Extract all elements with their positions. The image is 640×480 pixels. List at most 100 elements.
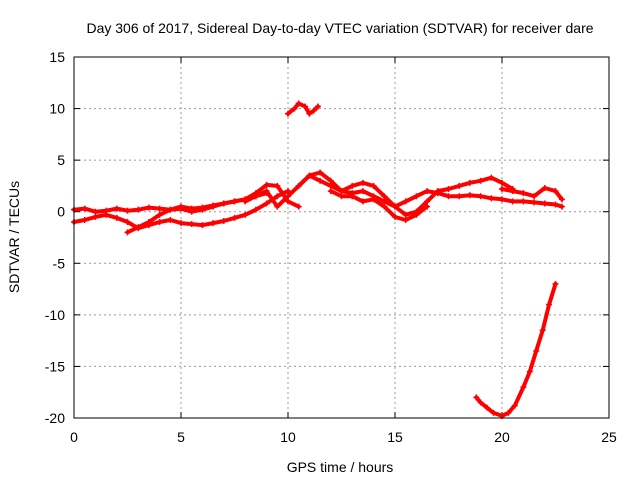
data-point bbox=[402, 198, 409, 205]
data-point bbox=[509, 198, 516, 205]
data-point bbox=[263, 181, 270, 188]
y-tick-label: -15 bbox=[45, 358, 65, 374]
data-point bbox=[488, 174, 495, 181]
data-point bbox=[434, 188, 441, 195]
data-point bbox=[274, 193, 281, 200]
data-point bbox=[92, 213, 99, 220]
data-point bbox=[178, 220, 184, 227]
data-point bbox=[167, 216, 174, 223]
data-point bbox=[531, 199, 538, 206]
data-point bbox=[505, 409, 512, 416]
data-point bbox=[477, 399, 484, 406]
data-point bbox=[499, 186, 505, 193]
data-point bbox=[210, 220, 217, 227]
data-point bbox=[220, 200, 227, 207]
data-point bbox=[552, 201, 559, 208]
data-point bbox=[220, 217, 227, 224]
data-point bbox=[252, 193, 259, 200]
data-point bbox=[477, 193, 484, 200]
data-point bbox=[263, 200, 270, 207]
y-tick-label: 5 bbox=[57, 152, 65, 168]
y-tick-label: 10 bbox=[49, 101, 65, 117]
data-point bbox=[156, 211, 163, 218]
grid bbox=[74, 57, 609, 418]
data-point bbox=[285, 110, 291, 117]
data-point bbox=[558, 196, 565, 203]
data-point bbox=[511, 402, 518, 409]
y-tick-label: 15 bbox=[49, 49, 65, 65]
data-point bbox=[466, 179, 473, 186]
x-tick-label: 5 bbox=[177, 429, 185, 445]
data-point bbox=[156, 219, 163, 226]
x-tick-label: 20 bbox=[494, 429, 510, 445]
data-point bbox=[327, 177, 334, 184]
data-point bbox=[526, 368, 533, 375]
data-point bbox=[103, 211, 110, 218]
data-point bbox=[285, 198, 291, 205]
series-line-arc-i bbox=[474, 281, 558, 418]
data-point bbox=[381, 203, 388, 210]
data-point bbox=[520, 384, 527, 391]
chart-title: Day 306 of 2017, Sidereal Day-to-day VTE… bbox=[86, 20, 593, 36]
data-point bbox=[81, 216, 88, 223]
data-point bbox=[124, 229, 131, 236]
data-point bbox=[546, 301, 553, 308]
data-point bbox=[490, 409, 497, 416]
data-point bbox=[552, 280, 559, 287]
x-tick-label: 0 bbox=[70, 429, 78, 445]
data-point bbox=[199, 222, 206, 229]
data-point bbox=[327, 182, 334, 189]
data-point bbox=[156, 205, 163, 212]
data-point bbox=[210, 203, 217, 210]
y-tick-label: -5 bbox=[53, 255, 66, 271]
data-marks bbox=[71, 100, 565, 419]
data-point bbox=[402, 216, 409, 223]
data-point bbox=[263, 188, 270, 195]
y-tick-label: -20 bbox=[45, 410, 65, 426]
data-point bbox=[533, 347, 540, 354]
data-point bbox=[295, 182, 302, 189]
data-point bbox=[113, 214, 120, 221]
series-line-arc-f bbox=[328, 189, 430, 222]
y-tick-label: 0 bbox=[57, 204, 65, 220]
data-point bbox=[145, 219, 152, 226]
data-point bbox=[274, 182, 281, 189]
data-point bbox=[178, 205, 184, 212]
data-point bbox=[145, 204, 152, 211]
data-point bbox=[252, 206, 259, 213]
data-point bbox=[295, 203, 302, 210]
data-point bbox=[456, 193, 463, 200]
data-point bbox=[381, 198, 388, 205]
x-tick-label: 15 bbox=[387, 429, 403, 445]
data-point bbox=[306, 172, 313, 179]
data-point bbox=[413, 193, 420, 200]
plot-frame bbox=[73, 56, 610, 419]
data-point bbox=[424, 198, 431, 205]
data-point bbox=[338, 193, 345, 200]
data-point bbox=[317, 169, 324, 176]
data-point bbox=[413, 211, 420, 218]
data-point bbox=[445, 193, 452, 200]
data-point bbox=[199, 206, 206, 213]
data-point bbox=[359, 188, 366, 195]
data-point bbox=[306, 110, 313, 117]
x-tick-label: 25 bbox=[601, 429, 617, 445]
data-point bbox=[370, 196, 377, 203]
data-point bbox=[188, 208, 195, 215]
data-point bbox=[359, 198, 366, 205]
y-tick-label: -10 bbox=[45, 307, 65, 323]
data-point bbox=[477, 177, 484, 184]
data-point bbox=[466, 192, 473, 199]
data-point bbox=[359, 179, 366, 186]
data-point bbox=[338, 188, 345, 195]
data-point bbox=[242, 211, 249, 218]
data-point bbox=[488, 195, 495, 202]
data-point bbox=[113, 205, 120, 212]
data-point bbox=[295, 100, 302, 107]
data-point bbox=[135, 224, 142, 231]
data-point bbox=[327, 188, 334, 195]
series-line-arc-g bbox=[500, 186, 564, 202]
data-point bbox=[124, 219, 131, 226]
data-point bbox=[424, 188, 431, 195]
x-tick-label: 10 bbox=[280, 429, 296, 445]
